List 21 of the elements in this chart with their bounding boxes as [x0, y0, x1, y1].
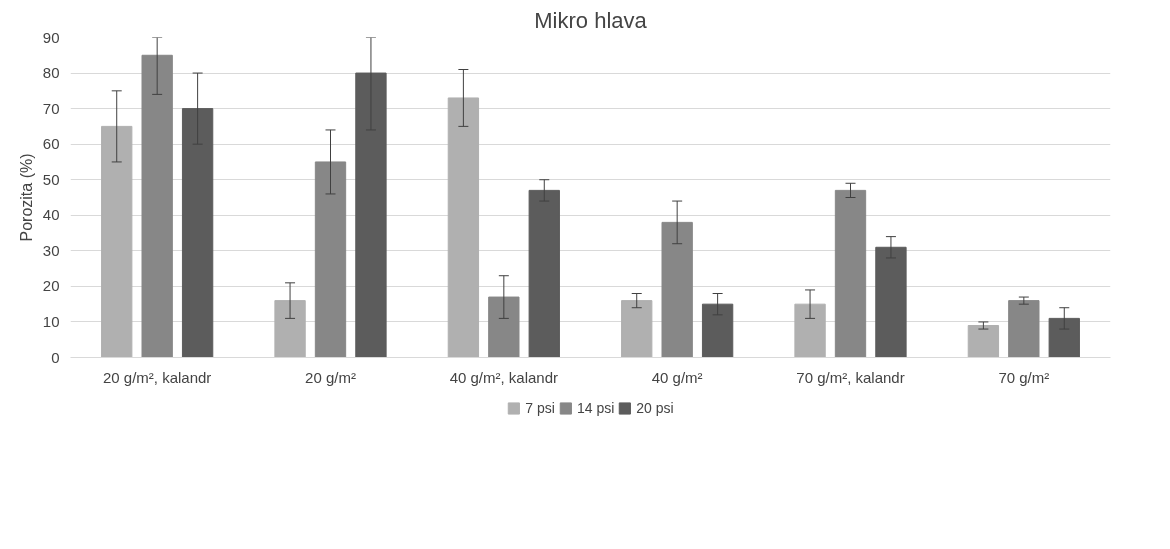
- y-tick-label: 90: [42, 28, 60, 46]
- y-tick-label: 70: [42, 99, 60, 117]
- x-tick-label: 20 g/m²: [305, 368, 356, 386]
- x-tick-label: 70 g/m², kalandr: [796, 368, 905, 386]
- y-tick-label: 20: [42, 277, 60, 295]
- chart-title: Mikro hlava: [534, 7, 648, 33]
- x-tick-label: 40 g/m²: [651, 368, 703, 386]
- legend-label: 7 psi: [525, 400, 555, 416]
- y-axis-title: Porozita (%): [17, 153, 35, 242]
- y-tick-label: 60: [42, 135, 60, 153]
- y-tick-label: 40: [42, 206, 60, 224]
- x-tick-label: 70 g/m²: [998, 368, 1050, 386]
- legend-label: 14 psi: [576, 400, 615, 416]
- y-tick-label: 10: [42, 312, 60, 330]
- y-tick-label: 50: [42, 170, 60, 188]
- x-tick-label: 40 g/m², kalandr: [449, 368, 559, 386]
- y-tick-label: 0: [51, 348, 60, 366]
- y-tick-label: 80: [42, 64, 60, 82]
- y-tick-label: 30: [42, 241, 60, 259]
- legend-label: 20 psi: [636, 400, 674, 416]
- x-tick-label: 20 g/m², kalandr: [102, 368, 212, 386]
